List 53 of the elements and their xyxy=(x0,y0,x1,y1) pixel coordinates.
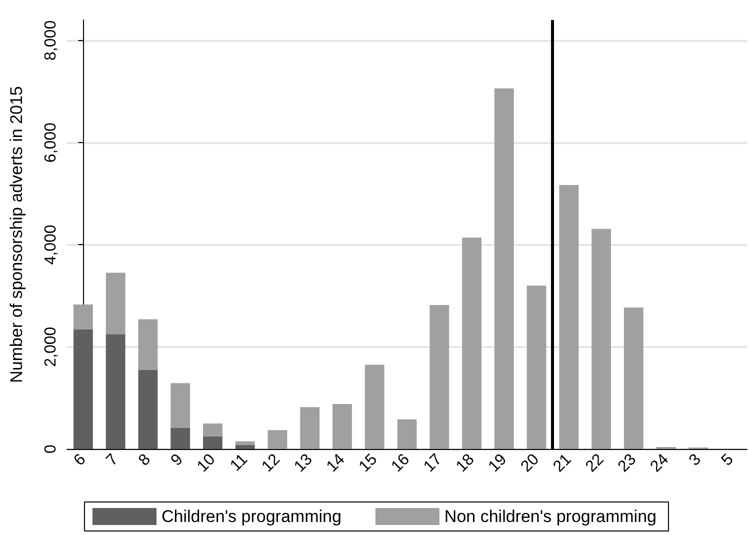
y-tick-label: 4,000 xyxy=(42,224,60,265)
bar xyxy=(73,304,93,330)
bar xyxy=(332,404,352,449)
bar xyxy=(592,228,611,449)
x-tick-label: 23 xyxy=(615,450,640,476)
bar xyxy=(106,272,126,334)
x-tick-label: 5 xyxy=(718,450,737,470)
x-tick-label: 11 xyxy=(227,450,252,475)
bar xyxy=(235,444,255,449)
x-tick-label: 9 xyxy=(168,450,186,470)
bar xyxy=(106,334,126,449)
bar xyxy=(430,304,450,449)
bar xyxy=(300,407,320,449)
bar xyxy=(559,184,579,449)
legend-label: Children's programming xyxy=(162,507,342,526)
bar xyxy=(203,423,222,436)
x-tick-label: 14 xyxy=(324,450,348,476)
x-tick-label: 8 xyxy=(136,450,154,470)
bar xyxy=(138,319,158,370)
y-tick-label: 8,000 xyxy=(42,20,60,60)
bar xyxy=(203,436,222,449)
x-tick-label: 22 xyxy=(582,450,608,476)
y-tick-label: 0 xyxy=(42,444,60,454)
y-tick-label: 6,000 xyxy=(42,122,60,163)
bar xyxy=(235,441,255,445)
bar xyxy=(494,88,514,449)
bar xyxy=(364,364,384,449)
x-tick-label: 7 xyxy=(103,450,122,470)
x-tick-label: 12 xyxy=(258,450,284,476)
x-tick-label: 17 xyxy=(420,450,446,476)
bar xyxy=(73,329,93,449)
x-tick-label: 19 xyxy=(486,450,510,476)
x-tick-label: 20 xyxy=(518,450,543,476)
x-tick-label: 16 xyxy=(388,450,414,476)
bar xyxy=(138,370,158,449)
legend-label: Non children's programming xyxy=(444,507,656,526)
x-tick-label: 21 xyxy=(550,450,575,476)
x-tick-label: 15 xyxy=(356,450,381,476)
x-tick-label: 24 xyxy=(647,450,672,476)
y-axis-title: Number of sponsorship adverts in 2015 xyxy=(7,86,26,383)
bar xyxy=(624,308,644,449)
x-tick-label: 18 xyxy=(453,450,478,476)
y-tick-label: 2,000 xyxy=(42,326,60,367)
x-tick-label: 10 xyxy=(194,450,219,476)
bar xyxy=(268,430,288,449)
bar xyxy=(526,286,546,449)
bar xyxy=(170,383,190,428)
bar xyxy=(397,419,417,449)
bar xyxy=(462,238,482,449)
x-tick-label: 13 xyxy=(291,450,316,476)
x-tick-label: 6 xyxy=(70,450,90,470)
x-tick-label: 3 xyxy=(686,450,705,470)
bar xyxy=(170,428,190,449)
